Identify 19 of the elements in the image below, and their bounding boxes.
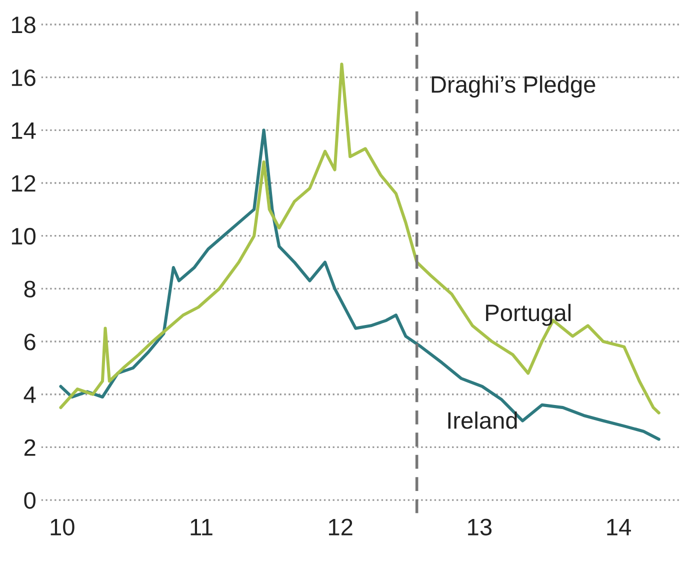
y-tick-label: 8 (24, 280, 36, 298)
y-tick-label: 14 (12, 122, 36, 139)
y-tick-label: 18 (12, 16, 36, 34)
x-tick-label: 11 (190, 518, 212, 536)
x-tick-label: 10 (50, 518, 74, 536)
x-tick-label: 13 (468, 518, 492, 536)
y-tick-label: 12 (12, 175, 36, 192)
x-tick-label: 14 (607, 518, 631, 536)
series-label: Portugal (486, 304, 571, 326)
y-tick-label: 16 (12, 69, 36, 86)
line-series (59, 128, 660, 441)
series-label: Ireland (448, 412, 517, 429)
x-tick-label: 12 (329, 518, 352, 536)
y-tick-label: 6 (24, 334, 36, 350)
y-tick-label: 2 (24, 439, 36, 456)
y-tick-label: 10 (12, 228, 36, 245)
y-tick-label: 0 (24, 492, 36, 509)
ref-line-label: Draghi’s Pledge (432, 76, 596, 98)
y-tick-label: 4 (24, 386, 36, 403)
